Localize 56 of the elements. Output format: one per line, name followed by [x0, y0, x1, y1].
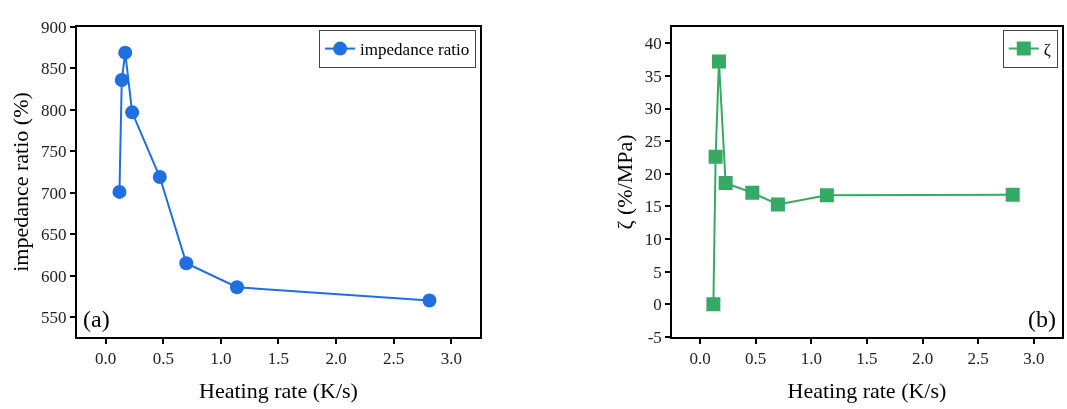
point [179, 256, 194, 271]
point [230, 280, 244, 295]
y-tick-label: 900 [40, 17, 67, 37]
x-tick-label: 2.5 [383, 349, 405, 369]
point [422, 293, 437, 308]
y-tick-label: 650 [40, 225, 67, 245]
annotation: (a) [83, 306, 110, 332]
y-tick-label: 0 [653, 295, 662, 315]
x-tick-label: 1.0 [210, 349, 232, 369]
y-tick-label: 800 [40, 100, 67, 120]
y-tick-label: 35 [644, 66, 662, 86]
y-tick-label: 750 [40, 142, 67, 162]
x-axis-title: Heating rate (K/s) [787, 377, 947, 403]
y-tick-label: 5 [653, 262, 662, 282]
y-tick-label: 15 [644, 197, 662, 217]
x-tick-label: 2.0 [911, 349, 934, 369]
x-tick-label: 0.5 [745, 349, 767, 369]
x-tick-label: 1.0 [800, 349, 822, 369]
x-tick-label: 1.5 [267, 349, 290, 369]
point [152, 169, 167, 184]
y-tick-label: 600 [40, 266, 67, 286]
point [112, 184, 127, 199]
x-tick-label: 0.0 [689, 349, 711, 369]
y-tick-label: 700 [40, 183, 67, 203]
y-tick-label: 30 [644, 99, 662, 119]
y-tick-label: 550 [40, 308, 67, 328]
point [770, 197, 785, 212]
point [114, 73, 129, 87]
point [819, 188, 834, 203]
y-axis-title: ζ (%/MPa) [612, 134, 638, 230]
legend-label: impedance ratio [360, 40, 470, 60]
point [118, 45, 133, 60]
point [711, 54, 726, 69]
y-tick-label: 25 [644, 132, 662, 152]
legend-label: ζ [1043, 40, 1051, 60]
x-tick-label: 3.0 [440, 349, 462, 369]
point [125, 105, 140, 120]
annotation: (b) [1028, 306, 1056, 332]
x-axis-title: Heating rate (K/s) [199, 377, 358, 403]
point [706, 297, 721, 312]
y-axis-title: impedance ratio (%) [8, 92, 34, 272]
point [1005, 187, 1020, 202]
point [708, 149, 723, 164]
y-tick-label: 20 [644, 164, 662, 184]
x-tick-label: 0.5 [152, 349, 174, 369]
y-tick-label: 40 [644, 34, 662, 54]
x-tick-label: 3.0 [1023, 349, 1045, 369]
y-tick-label: -5 [647, 327, 662, 347]
point [718, 175, 733, 190]
x-tick-label: 2.5 [967, 349, 989, 369]
x-tick-label: 0.0 [95, 349, 117, 369]
x-tick-label: 2.0 [325, 349, 347, 369]
x-tick-label: 1.5 [856, 349, 878, 369]
point [745, 185, 760, 200]
y-tick-label: 850 [40, 59, 67, 79]
y-tick-label: 10 [644, 230, 662, 250]
